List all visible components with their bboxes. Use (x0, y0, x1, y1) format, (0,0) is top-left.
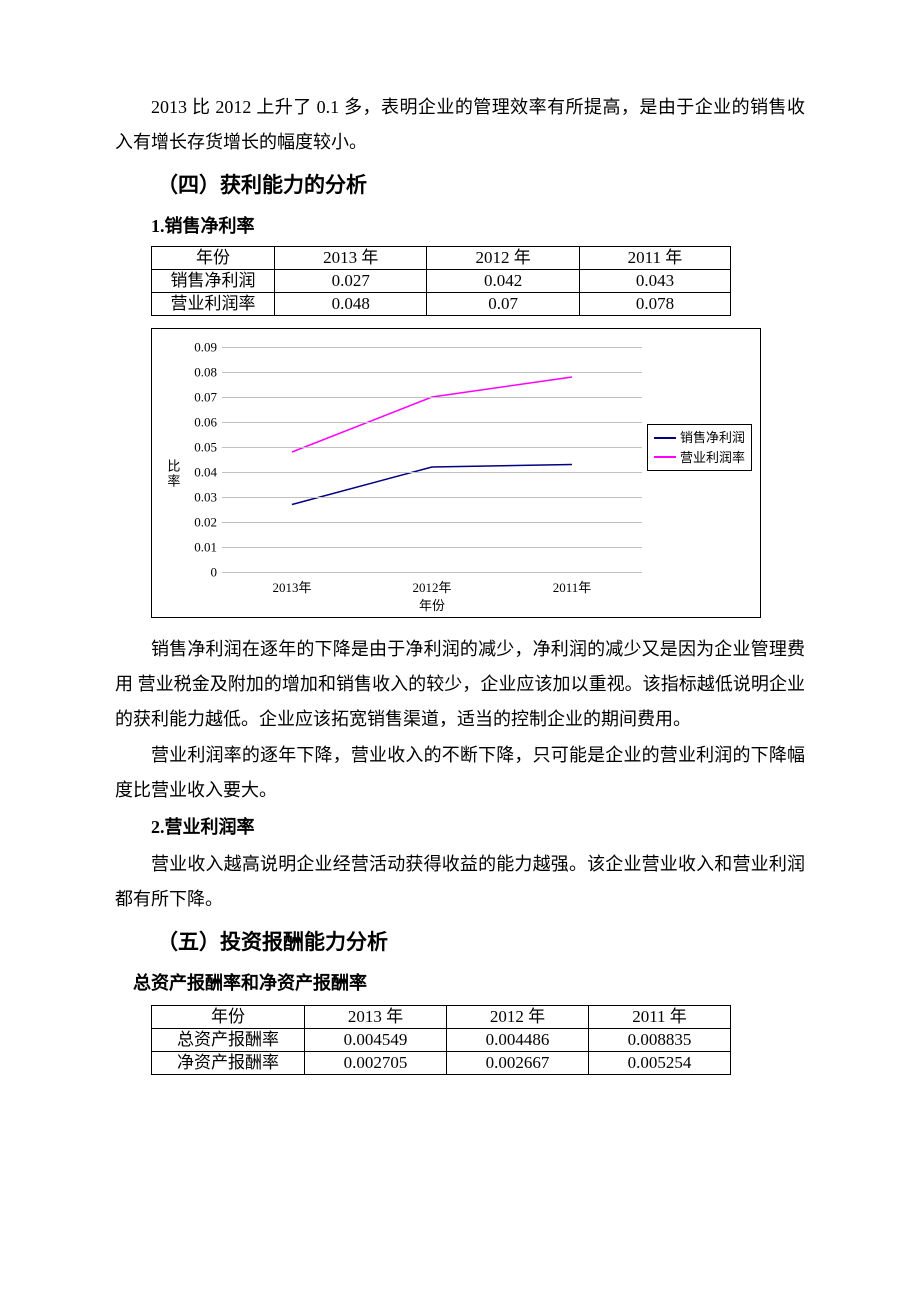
chart-ytick-label: 0.03 (167, 485, 217, 510)
chart-gridline (222, 397, 642, 398)
table-row: 销售净利润 0.027 0.042 0.043 (152, 270, 731, 293)
col-year: 年份 (152, 247, 275, 270)
cell: 0.005254 (589, 1052, 731, 1075)
chart-gridline (222, 372, 642, 373)
section-5-sub-heading: 总资产报酬率和净资产报酬率 (115, 966, 805, 1001)
chart-gridline (222, 572, 642, 573)
cell: 0.004486 (447, 1029, 589, 1052)
cell: 0.027 (275, 270, 427, 293)
chart-ytick-label: 0.05 (167, 435, 217, 460)
chart-gridline (222, 522, 642, 523)
chart-ytick-label: 0.01 (167, 535, 217, 560)
col-year: 年份 (152, 1006, 305, 1029)
chart-lines-svg (222, 347, 642, 572)
chart-series-line (292, 465, 572, 505)
legend-swatch (654, 456, 676, 458)
cell: 0.002667 (447, 1052, 589, 1075)
legend-label: 销售净利润 (680, 428, 745, 448)
table-header-row: 年份 2013 年 2012 年 2011 年 (152, 1006, 731, 1029)
chart-plot-area: 年份 00.010.020.030.040.050.060.070.080.09… (222, 347, 642, 572)
chart-gridline (222, 547, 642, 548)
legend-item: 营业利润率 (654, 448, 745, 468)
chart-gridline (222, 472, 642, 473)
section-4-sub2-heading: 2.营业利润率 (115, 810, 805, 845)
chart-ytick-label: 0.04 (167, 460, 217, 485)
chart-gridline (222, 347, 642, 348)
row-label: 总资产报酬率 (152, 1029, 305, 1052)
section-4-heading: （四）获利能力的分析 (115, 166, 805, 207)
section-4-sub1-heading: 1.销售净利率 (115, 209, 805, 244)
col-2012: 2012 年 (447, 1006, 589, 1029)
cell: 0.043 (579, 270, 730, 293)
chart-gridline (222, 422, 642, 423)
chart-legend: 销售净利润营业利润率 (647, 424, 752, 471)
chart-gridline (222, 497, 642, 498)
chart-series-line (292, 377, 572, 452)
legend-swatch (654, 437, 676, 439)
chart-xtick-label: 2013年 (272, 575, 311, 600)
cell: 0.048 (275, 293, 427, 316)
col-2012: 2012 年 (427, 247, 579, 270)
intro-paragraph: 2013 比 2012 上升了 0.1 多，表明企业的管理效率有所提高，是由于企… (115, 90, 805, 160)
legend-item: 销售净利润 (654, 428, 745, 448)
chart-ytick-label: 0.07 (167, 385, 217, 410)
chart-ytick-label: 0.09 (167, 335, 217, 360)
chart-ytick-label: 0.06 (167, 410, 217, 435)
chart-ytick-label: 0.02 (167, 510, 217, 535)
cell: 0.002705 (305, 1052, 447, 1075)
col-2011: 2011 年 (589, 1006, 731, 1029)
col-2013: 2013 年 (275, 247, 427, 270)
chart-xtick-label: 2012年 (412, 575, 451, 600)
body-paragraph: 营业利润率的逐年下降，营业收入的不断下降，只可能是企业的营业利润的下降幅度比营业… (115, 738, 805, 808)
table-row: 净资产报酬率 0.002705 0.002667 0.005254 (152, 1052, 731, 1075)
chart-xtick-label: 2011年 (553, 575, 592, 600)
body-paragraph: 销售净利润在逐年的下降是由于净利润的减少，净利润的减少又是因为企业管理费用 营业… (115, 632, 805, 737)
row-label: 销售净利润 (152, 270, 275, 293)
cell: 0.078 (579, 293, 730, 316)
return-rate-table: 年份 2013 年 2012 年 2011 年 总资产报酬率 0.004549 … (151, 1005, 731, 1075)
legend-label: 营业利润率 (680, 448, 745, 468)
cell: 0.004549 (305, 1029, 447, 1052)
col-2013: 2013 年 (305, 1006, 447, 1029)
table-row: 总资产报酬率 0.004549 0.004486 0.008835 (152, 1029, 731, 1052)
cell: 0.07 (427, 293, 579, 316)
chart-gridline (222, 447, 642, 448)
section-5-heading: （五）投资报酬能力分析 (115, 923, 805, 964)
row-label: 营业利润率 (152, 293, 275, 316)
chart-ytick-label: 0 (167, 560, 217, 585)
row-label: 净资产报酬率 (152, 1052, 305, 1075)
profit-line-chart: 比率 年份 00.010.020.030.040.050.060.070.080… (151, 328, 761, 618)
col-2011: 2011 年 (579, 247, 730, 270)
chart-ytick-label: 0.08 (167, 360, 217, 385)
body-paragraph: 营业收入越高说明企业经营活动获得收益的能力越强。该企业营业收入和营业利润都有所下… (115, 847, 805, 917)
cell: 0.042 (427, 270, 579, 293)
sales-profit-table: 年份 2013 年 2012 年 2011 年 销售净利润 0.027 0.04… (151, 246, 731, 316)
document-page: 2013 比 2012 上升了 0.1 多，表明企业的管理效率有所提高，是由于企… (0, 0, 920, 1145)
table-row: 营业利润率 0.048 0.07 0.078 (152, 293, 731, 316)
cell: 0.008835 (589, 1029, 731, 1052)
table-header-row: 年份 2013 年 2012 年 2011 年 (152, 247, 731, 270)
